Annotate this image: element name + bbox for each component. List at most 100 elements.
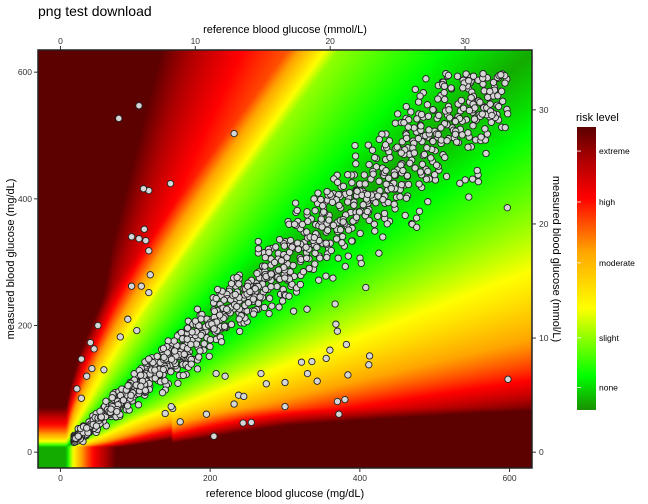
data-point	[404, 180, 413, 189]
data-point	[368, 146, 377, 154]
data-point	[417, 110, 426, 119]
data-point	[296, 280, 305, 289]
data-point	[135, 235, 143, 243]
data-point	[289, 261, 297, 270]
data-point	[303, 305, 311, 313]
data-point	[336, 226, 345, 234]
data-point	[210, 325, 218, 333]
x-tick-label: 600	[502, 473, 516, 483]
data-point	[497, 87, 506, 95]
data-point	[459, 84, 467, 92]
data-point	[422, 175, 431, 183]
data-point	[299, 268, 308, 276]
data-point	[393, 143, 401, 151]
data-point	[348, 179, 356, 187]
data-point	[456, 179, 464, 187]
data-point	[370, 220, 378, 228]
data-point	[137, 382, 145, 390]
data-point	[442, 172, 451, 181]
data-point	[380, 209, 389, 218]
data-point	[197, 331, 205, 339]
data-point	[342, 340, 351, 349]
data-point	[92, 422, 101, 430]
data-point	[108, 394, 116, 402]
data-point	[310, 195, 318, 203]
data-point	[322, 272, 330, 280]
data-point	[390, 171, 399, 179]
data-point	[313, 377, 321, 385]
data-point	[504, 110, 512, 118]
data-point	[467, 94, 475, 102]
data-point	[119, 396, 128, 404]
data-point	[90, 345, 98, 353]
data-point	[461, 176, 469, 184]
data-point	[423, 101, 432, 109]
y-tick-label: 200	[18, 321, 32, 331]
data-point	[145, 288, 153, 297]
data-point	[363, 207, 371, 216]
data-point	[200, 340, 208, 348]
data-point	[374, 192, 382, 200]
data-point	[256, 293, 264, 301]
data-point	[303, 208, 311, 216]
data-point	[440, 82, 449, 90]
data-point	[257, 369, 265, 378]
data-point	[273, 282, 281, 291]
data-point	[383, 220, 391, 228]
data-point	[413, 223, 421, 231]
data-point	[291, 199, 300, 207]
data-point	[464, 143, 472, 151]
data-point	[415, 207, 424, 215]
data-point	[317, 215, 325, 223]
data-point	[254, 237, 262, 246]
data-point	[386, 153, 394, 162]
data-point	[202, 410, 211, 418]
data-point	[344, 226, 353, 234]
y2-tick-label: 30	[539, 105, 549, 115]
data-point	[161, 409, 169, 418]
data-point	[133, 326, 141, 335]
data-point	[124, 382, 132, 390]
data-point	[195, 353, 203, 361]
data-point	[314, 189, 322, 197]
data-point	[100, 366, 108, 374]
data-point	[424, 198, 432, 206]
data-point	[459, 104, 468, 112]
data-point	[424, 167, 432, 176]
data-point	[411, 85, 419, 94]
data-point	[261, 262, 269, 270]
data-point	[457, 96, 466, 105]
data-point	[216, 311, 224, 319]
data-point	[260, 303, 269, 312]
data-point	[323, 226, 332, 234]
data-point	[482, 149, 490, 158]
data-point	[465, 77, 473, 85]
data-point	[270, 258, 279, 267]
data-point	[371, 227, 379, 235]
data-point	[220, 322, 229, 330]
data-point	[188, 328, 196, 336]
data-point	[332, 235, 341, 243]
data-point	[418, 160, 427, 168]
data-point	[425, 126, 433, 134]
data-point	[429, 106, 437, 114]
data-point	[400, 119, 408, 127]
data-point	[323, 253, 331, 262]
data-point	[220, 296, 228, 304]
data-points	[70, 70, 512, 447]
data-point	[97, 413, 105, 421]
data-point	[187, 360, 195, 368]
data-point	[375, 249, 383, 257]
data-point	[268, 302, 276, 310]
data-point	[281, 274, 289, 282]
data-point	[313, 243, 321, 251]
data-point	[350, 201, 358, 209]
data-point	[140, 225, 148, 233]
legend-label: extreme	[599, 146, 630, 156]
data-point	[479, 70, 487, 78]
data-point	[435, 111, 443, 120]
data-point	[137, 371, 145, 379]
data-point	[335, 201, 343, 210]
data-point	[236, 327, 244, 336]
data-point	[159, 344, 168, 353]
